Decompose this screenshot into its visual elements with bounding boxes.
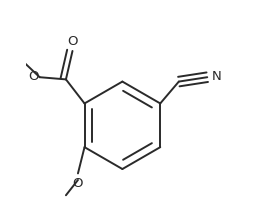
Text: O: O [67,35,78,48]
Text: O: O [28,70,38,83]
Text: O: O [73,177,83,190]
Text: N: N [212,70,222,83]
